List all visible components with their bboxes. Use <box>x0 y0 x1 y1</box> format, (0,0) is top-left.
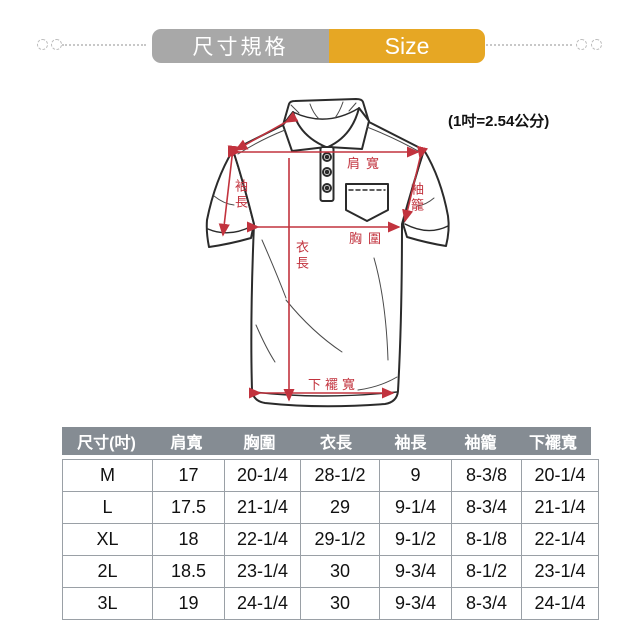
cell-chest: 23-1/4 <box>224 555 301 588</box>
cell-armhole: 8-1/8 <box>451 523 522 556</box>
cell-chest: 22-1/4 <box>224 523 301 556</box>
deco-circle-icon <box>51 39 62 50</box>
label-hem-width: 下襬寬 <box>308 377 360 392</box>
label-shoulder-width: 肩寬 <box>347 156 386 171</box>
cell-armhole: 8-3/4 <box>451 491 522 524</box>
cell-length: 30 <box>300 555 380 588</box>
label-sleeve-length: 袖長 <box>233 179 248 211</box>
col-header-length: 衣長 <box>319 435 352 452</box>
cell-length: 29-1/2 <box>300 523 380 556</box>
deco-circle-icon <box>591 39 602 50</box>
deco-dotted-line <box>62 44 146 46</box>
size-table-body: M 17 20-1/4 28-1/2 9 8-3/8 20-1/4 L 17.5… <box>62 459 599 620</box>
size-table-header-row: 尺寸(吋) 肩寬 胸圍 衣長 袖長 袖籠 下襬寬 <box>62 427 591 455</box>
cell-sleeve: 9-3/4 <box>379 555 452 588</box>
cell-armhole: 8-1/2 <box>451 555 522 588</box>
cell-hem: 22-1/4 <box>521 523 599 556</box>
size-table: 尺寸(吋) 肩寬 胸圍 衣長 袖長 袖籠 下襬寬 M 17 20-1/4 28-… <box>62 427 599 620</box>
cell-chest: 20-1/4 <box>224 459 301 492</box>
cell-shoulder: 17 <box>152 459 225 492</box>
deco-circle-icon <box>576 39 587 50</box>
cell-hem: 21-1/4 <box>521 491 599 524</box>
cell-hem: 24-1/4 <box>521 587 599 620</box>
cell-armhole: 8-3/8 <box>451 459 522 492</box>
cell-shoulder: 18 <box>152 523 225 556</box>
section-title-zh: 尺寸規格 <box>152 29 329 63</box>
table-row: M 17 20-1/4 28-1/2 9 8-3/8 20-1/4 <box>62 459 599 492</box>
cell-sleeve: 9-1/2 <box>379 523 452 556</box>
col-header-size: 尺寸(吋) <box>77 435 136 452</box>
cell-armhole: 8-3/4 <box>451 587 522 620</box>
cell-chest: 21-1/4 <box>224 491 301 524</box>
col-header-sleeve: 袖長 <box>394 435 427 452</box>
cell-hem: 20-1/4 <box>521 459 599 492</box>
cell-shoulder: 17.5 <box>152 491 225 524</box>
cell-shoulder: 18.5 <box>152 555 225 588</box>
section-title-en: Size <box>329 29 485 63</box>
cell-size: 2L <box>62 555 153 588</box>
cell-hem: 23-1/4 <box>521 555 599 588</box>
cell-sleeve: 9 <box>379 459 452 492</box>
table-row: 3L 19 24-1/4 30 9-3/4 8-3/4 24-1/4 <box>62 587 599 620</box>
cell-size: M <box>62 459 153 492</box>
cell-size: XL <box>62 523 153 556</box>
cell-sleeve: 9-3/4 <box>379 587 452 620</box>
table-row: XL 18 22-1/4 29-1/2 9-1/2 8-1/8 22-1/4 <box>62 523 599 556</box>
label-body-length: 衣長 <box>294 240 309 272</box>
deco-circle-icon <box>37 39 48 50</box>
col-header-hem: 下襬寬 <box>528 435 577 452</box>
cell-size: 3L <box>62 587 153 620</box>
col-header-armhole: 袖籠 <box>464 435 497 452</box>
table-row: L 17.5 21-1/4 29 9-1/4 8-3/4 21-1/4 <box>62 491 599 524</box>
label-chest: 胸圍 <box>349 231 388 246</box>
cell-chest: 24-1/4 <box>224 587 301 620</box>
col-header-chest: 胸圍 <box>243 435 276 452</box>
label-armhole: 袖籠 <box>409 182 424 214</box>
cell-shoulder: 19 <box>152 587 225 620</box>
col-header-shoulder: 肩寬 <box>170 435 203 452</box>
cell-length: 30 <box>300 587 380 620</box>
deco-dotted-line <box>486 44 572 46</box>
cell-length: 29 <box>300 491 380 524</box>
inch-conversion-note: (1吋=2.54公分) <box>448 113 550 130</box>
cell-size: L <box>62 491 153 524</box>
table-row: 2L 18.5 23-1/4 30 9-3/4 8-1/2 23-1/4 <box>62 555 599 588</box>
cell-length: 28-1/2 <box>300 459 380 492</box>
cell-sleeve: 9-1/4 <box>379 491 452 524</box>
